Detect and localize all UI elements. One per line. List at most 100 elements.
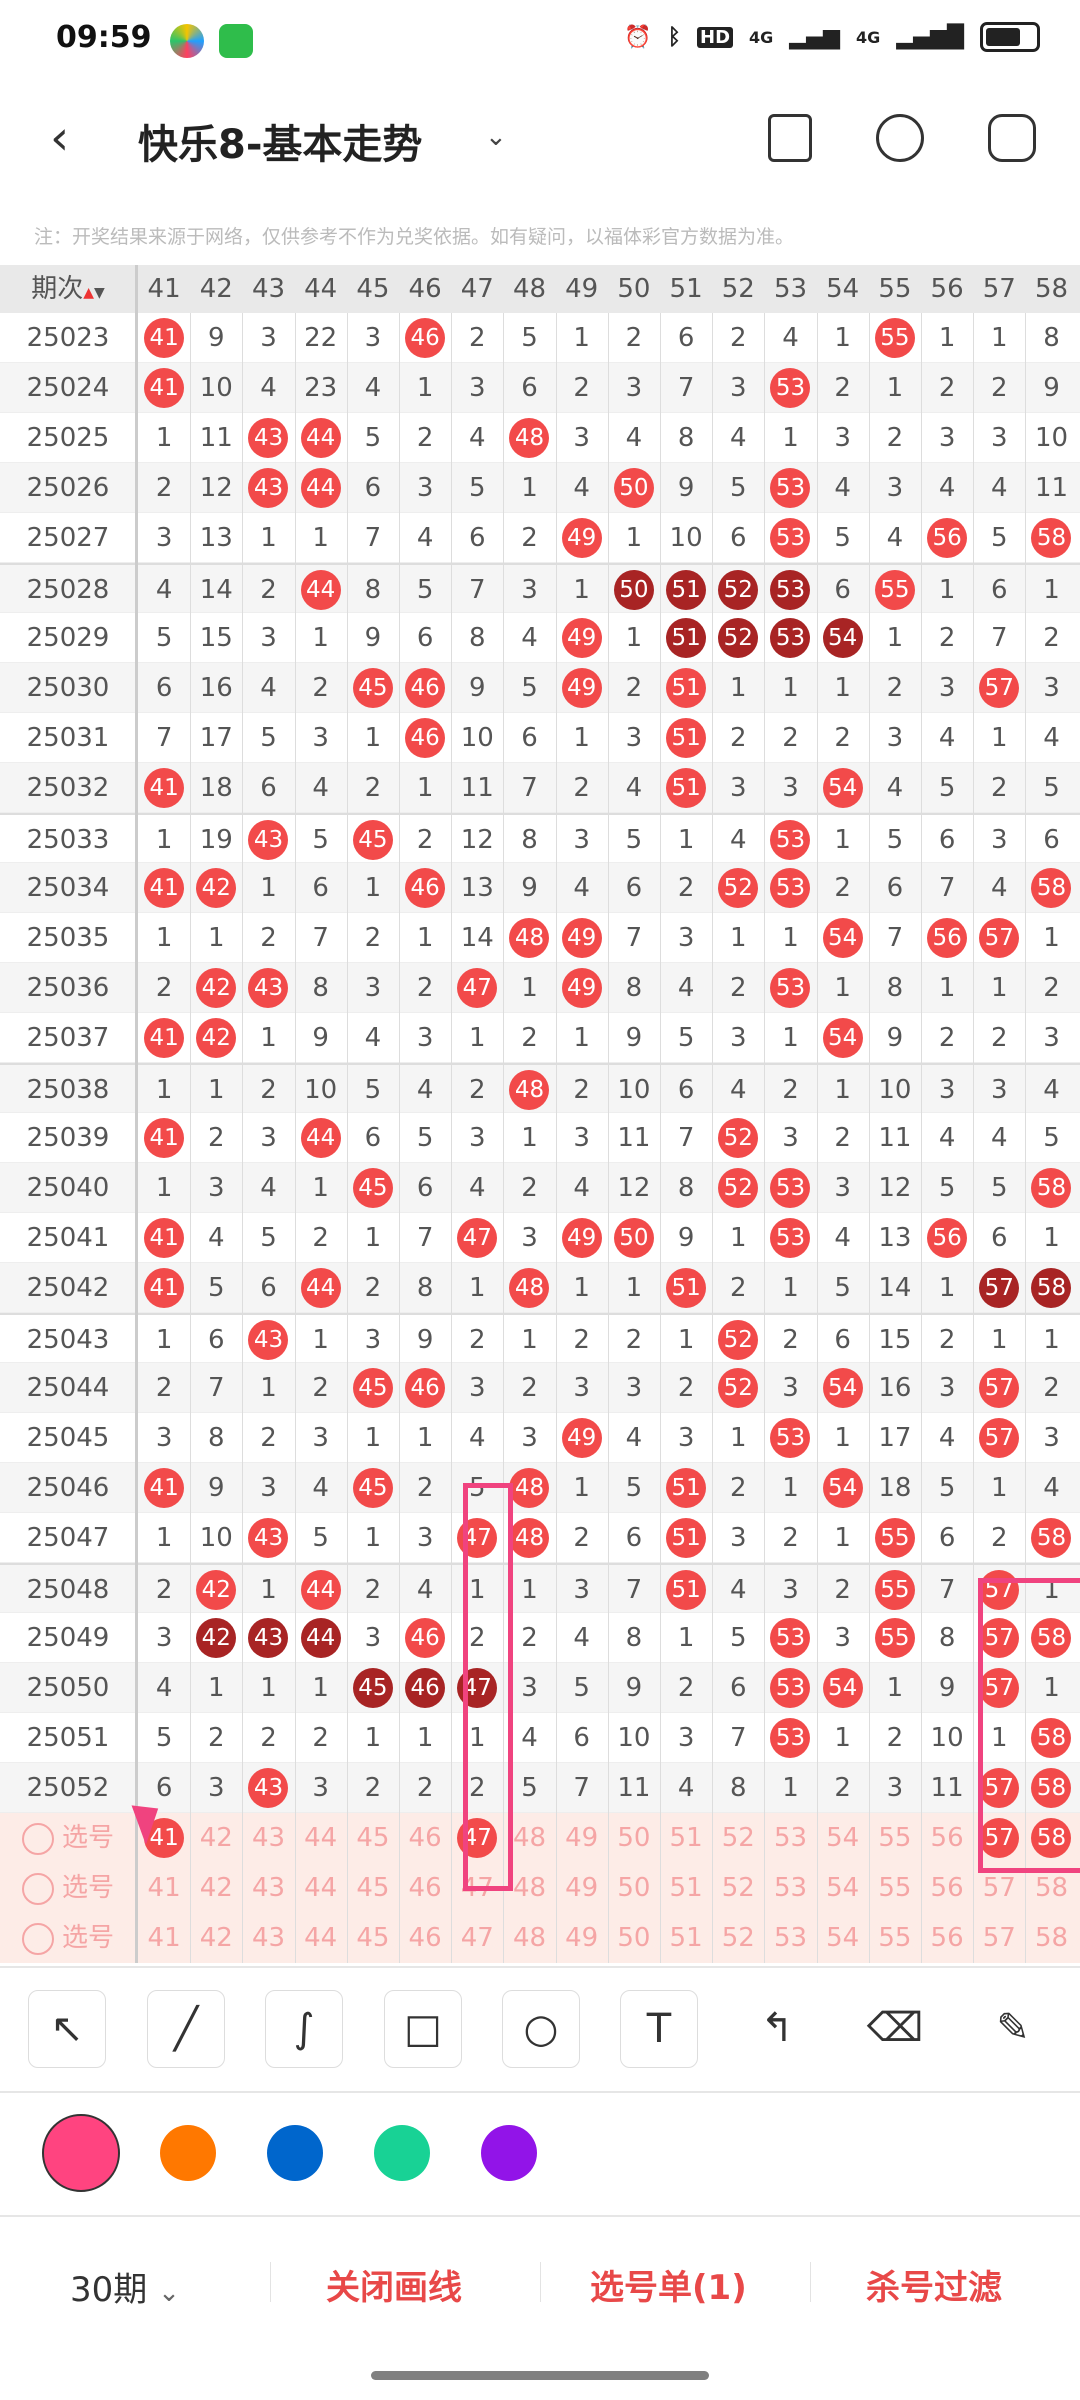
number-cell[interactable]: 2 <box>312 1223 329 1253</box>
number-cell[interactable]: 6 <box>991 1223 1008 1253</box>
number-cell[interactable]: 53 <box>764 815 816 865</box>
number-cell[interactable]: 49 <box>556 513 608 563</box>
number-cell[interactable]: 5 <box>834 1273 851 1303</box>
number-cell[interactable]: 9 <box>886 1023 904 1053</box>
chevron-down-icon[interactable]: ⌄ <box>485 122 507 152</box>
number-cell[interactable]: 3 <box>938 673 956 703</box>
number-cell[interactable]: 1 <box>730 923 747 953</box>
number-cell[interactable]: 3 <box>782 1123 799 1153</box>
number-cell[interactable]: 3 <box>155 1423 173 1453</box>
select-number[interactable]: 51 <box>669 1873 703 1903</box>
number-cell[interactable]: 2 <box>260 1423 277 1453</box>
select-number[interactable]: 49 <box>565 1873 599 1903</box>
number-cell[interactable]: 1 <box>312 1673 329 1703</box>
number-cell[interactable]: 58 <box>1025 863 1077 913</box>
number-cell[interactable]: 54 <box>817 1363 869 1413</box>
number-cell[interactable]: 1 <box>677 825 695 855</box>
color-swatch[interactable] <box>42 2114 120 2192</box>
number-cell[interactable]: 2 <box>730 723 747 753</box>
number-cell[interactable]: 11 <box>930 1773 964 1803</box>
number-cell[interactable]: 9 <box>1043 373 1060 403</box>
home-indicator[interactable] <box>371 2371 709 2380</box>
number-cell[interactable]: 49 <box>556 613 608 663</box>
number-cell[interactable]: 42 <box>190 1565 242 1615</box>
number-cell[interactable]: 3 <box>730 373 747 403</box>
number-cell[interactable]: 1 <box>938 1273 956 1303</box>
number-cell[interactable]: 43 <box>242 463 294 513</box>
number-cell[interactable]: 2 <box>155 1373 173 1403</box>
number-cell[interactable]: 2 <box>469 1623 486 1653</box>
number-cell[interactable]: 4 <box>625 773 643 803</box>
number-cell[interactable]: 51 <box>660 1463 712 1513</box>
number-cell[interactable]: 3 <box>260 1123 277 1153</box>
number-cell[interactable]: 10 <box>930 1723 964 1753</box>
number-cell[interactable]: 5 <box>938 1173 956 1203</box>
number-cell[interactable]: 3 <box>886 1773 904 1803</box>
select-number[interactable]: 42 <box>199 1923 233 1953</box>
number-cell[interactable]: 6 <box>1043 825 1060 855</box>
number-cell[interactable]: 44 <box>295 1263 347 1313</box>
number-cell[interactable]: 4 <box>260 673 277 703</box>
number-cell[interactable]: 6 <box>625 1523 643 1553</box>
select-number[interactable]: 54 <box>826 1873 860 1903</box>
select-number[interactable]: 46 <box>408 1823 442 1853</box>
color-swatch[interactable] <box>267 2125 323 2181</box>
number-cell[interactable]: 53 <box>764 963 816 1013</box>
number-cell[interactable]: 53 <box>764 1613 816 1663</box>
number-cell[interactable]: 3 <box>938 1373 956 1403</box>
number-cell[interactable]: 49 <box>556 913 608 963</box>
number-cell[interactable]: 42 <box>190 1013 242 1063</box>
number-cell[interactable]: 9 <box>625 1023 643 1053</box>
select-number[interactable]: 45 <box>356 1873 390 1903</box>
number-cell[interactable]: 58 <box>1025 1713 1077 1763</box>
number-cell[interactable]: 2 <box>625 673 643 703</box>
number-cell[interactable]: 8 <box>416 1273 434 1303</box>
number-cell[interactable]: 9 <box>938 1673 956 1703</box>
number-cell[interactable]: 2 <box>260 575 277 605</box>
number-cell[interactable]: 2 <box>782 1075 799 1105</box>
select-number[interactable]: 43 <box>251 1823 286 1853</box>
number-cell[interactable]: 53 <box>764 613 816 663</box>
number-cell[interactable]: 1 <box>260 1673 277 1703</box>
number-cell[interactable]: 2 <box>260 1075 277 1105</box>
number-cell[interactable]: 8 <box>938 1623 956 1653</box>
number-cell[interactable]: 49 <box>556 963 608 1013</box>
number-cell[interactable]: 1 <box>155 1523 173 1553</box>
number-cell[interactable]: 53 <box>764 1663 816 1713</box>
number-cell[interactable]: 2 <box>782 723 799 753</box>
number-cell[interactable]: 53 <box>764 1413 816 1463</box>
number-cell[interactable]: 11 <box>617 1123 651 1153</box>
number-cell[interactable]: 3 <box>416 473 434 503</box>
number-cell[interactable]: 3 <box>938 1075 956 1105</box>
number-cell[interactable]: 1 <box>834 1723 851 1753</box>
number-cell[interactable]: 2 <box>521 1173 538 1203</box>
number-cell[interactable]: 45 <box>347 1163 399 1213</box>
number-cell[interactable]: 5 <box>730 473 747 503</box>
number-cell[interactable]: 3 <box>834 1173 851 1203</box>
number-cell[interactable]: 5 <box>155 623 173 653</box>
number-cell[interactable]: 4 <box>991 473 1008 503</box>
number-cell[interactable]: 4 <box>416 523 434 553</box>
select-number[interactable]: 49 <box>565 1923 599 1953</box>
number-cell[interactable]: 2 <box>886 423 904 453</box>
select-number[interactable]: 52 <box>721 1873 755 1903</box>
number-cell[interactable]: 3 <box>730 1523 747 1553</box>
select-number[interactable]: 49 <box>565 1823 599 1853</box>
number-cell[interactable]: 58 <box>1025 1763 1077 1813</box>
number-cell[interactable]: 58 <box>1025 513 1077 563</box>
number-cell[interactable]: 3 <box>208 1173 225 1203</box>
number-cell[interactable]: 2 <box>416 825 434 855</box>
number-cell[interactable]: 54 <box>817 613 869 663</box>
number-cell[interactable]: 4 <box>260 373 277 403</box>
number-cell[interactable]: 9 <box>312 1023 329 1053</box>
number-cell[interactable]: 4 <box>1043 723 1060 753</box>
number-cell[interactable]: 6 <box>625 873 643 903</box>
number-cell[interactable]: 11 <box>460 773 494 803</box>
select-number[interactable]: 41 <box>147 1873 181 1903</box>
select-number[interactable]: 57 <box>982 1923 1016 1953</box>
number-cell[interactable]: 5 <box>886 825 904 855</box>
number-cell[interactable]: 2 <box>834 1575 851 1605</box>
radio-circle-icon[interactable] <box>21 1872 54 1905</box>
number-cell[interactable]: 1 <box>416 923 434 953</box>
number-cell[interactable]: 46 <box>399 1363 451 1413</box>
